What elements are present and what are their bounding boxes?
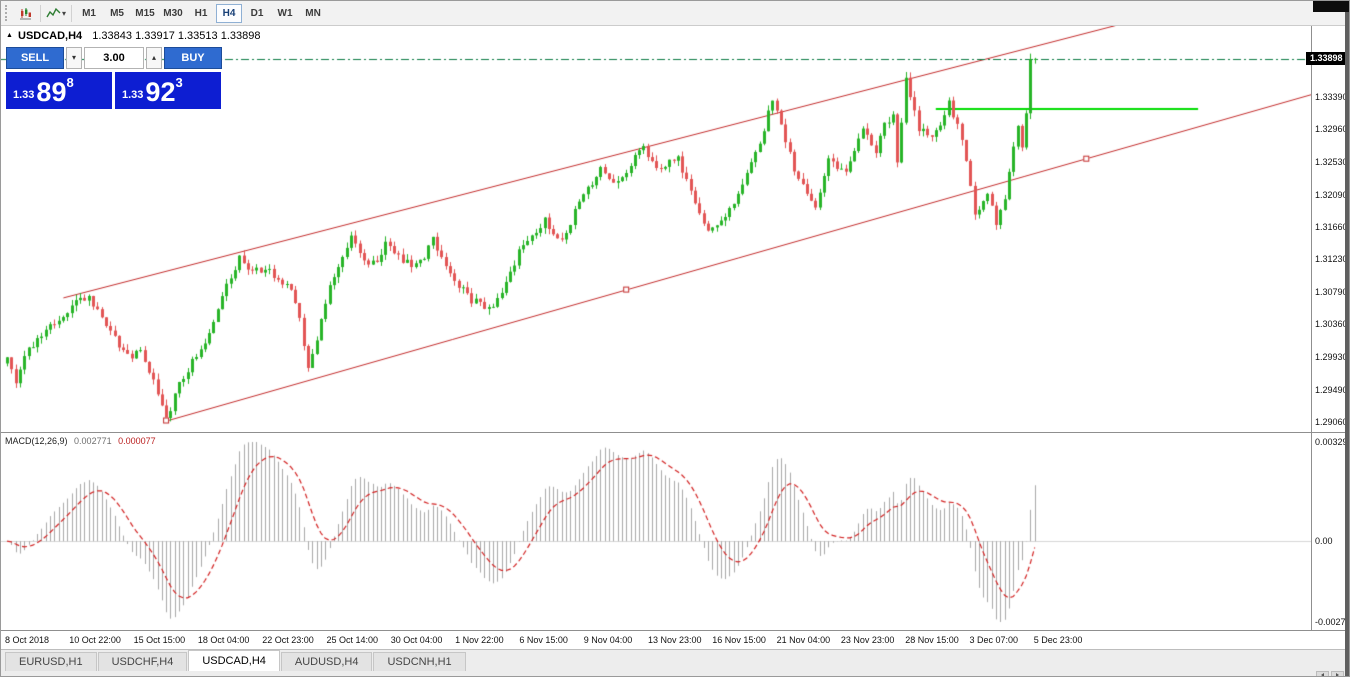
macd-axis-label: -0.002787 — [1315, 617, 1349, 627]
macd-axis-label: 0.003292 — [1315, 437, 1350, 447]
macd-name: MACD(12,26,9) — [5, 436, 68, 446]
macd-axis[interactable]: 0.003292 0.00 -0.002787 — [1311, 432, 1350, 630]
top-toolbar: ▾ M1 M5 M15 M30 H1 H4 D1 W1 MN — [1, 1, 1349, 26]
ask-main-digits: 92 — [145, 77, 176, 108]
macd-canvas[interactable] — [1, 434, 1311, 630]
price-axis-label: 1.31230 — [1315, 254, 1348, 265]
time-axis-label: 23 Nov 23:00 — [840, 635, 895, 645]
price-axis-label: 1.32090 — [1315, 189, 1348, 200]
timeframe-button-w1[interactable]: W1 — [272, 4, 298, 23]
macd-main-value: 0.002771 — [74, 436, 112, 446]
tab-usdcad-h4[interactable]: USDCAD,H4 — [188, 650, 280, 671]
timeframe-button-h4[interactable]: H4 — [216, 3, 243, 23]
indicators-icon[interactable]: ▾ — [45, 3, 67, 23]
timeframe-button-m5[interactable]: M5 — [104, 4, 130, 23]
toolbar-separator — [40, 4, 41, 22]
price-axis-label: 1.30790 — [1315, 287, 1348, 298]
bid-prefix: 1.33 — [13, 89, 35, 101]
timeframe-button-m30[interactable]: M30 — [160, 4, 186, 23]
time-axis-label: 10 Oct 22:00 — [69, 635, 121, 645]
macd-panel: MACD(12,26,9) 0.002771 0.000077 — [1, 432, 1311, 630]
timeframe-button-m1[interactable]: M1 — [76, 4, 102, 23]
one-click-trading-panel: SELL ▾ ▴ BUY 1.33 89 8 1.33 92 — [6, 47, 226, 109]
time-axis-label: 5 Dec 23:00 — [1033, 635, 1083, 645]
tab-eurusd-h1[interactable]: EURUSD,H1 — [5, 652, 97, 671]
price-axis-label: 1.29060 — [1315, 417, 1348, 427]
time-axis-label: 13 Nov 23:00 — [648, 635, 702, 645]
time-axis-label: 1 Nov 22:00 — [455, 635, 504, 645]
window-edge — [1313, 1, 1349, 12]
price-axis-label: 1.33390 — [1315, 92, 1348, 102]
ask-pip-digit: 3 — [175, 75, 183, 90]
volume-increase-button[interactable]: ▴ — [146, 47, 162, 69]
volume-decrease-button[interactable]: ▾ — [66, 47, 82, 69]
trade-controls-row: SELL ▾ ▴ BUY — [6, 47, 226, 69]
chart-symbol: USDCAD,H4 — [18, 30, 83, 42]
price-axis[interactable]: 1.33898 1.33390 1.32960 1.32530 1.32090 1.31… — [1306, 26, 1349, 432]
ask-price[interactable]: 1.33 92 3 — [115, 72, 221, 109]
time-axis-label: 21 Nov 04:00 — [776, 635, 831, 645]
quote-row: 1.33 89 8 1.33 92 3 — [6, 72, 226, 109]
bid-pip-digit: 8 — [66, 75, 74, 90]
timeframe-button-h1[interactable]: H1 — [188, 4, 214, 23]
left-arrow-icon — [1321, 672, 1324, 676]
macd-axis-label: 0.00 — [1315, 536, 1333, 547]
timeframe-button-m15[interactable]: M15 — [132, 4, 158, 23]
macd-signal-value: 0.000077 — [118, 436, 156, 446]
chart-area: ▲ USDCAD,H4 1.33843 1.33917 1.33513 1.33… — [1, 26, 1311, 432]
right-arrow-icon — [1336, 672, 1339, 676]
chart-title: ▲ USDCAD,H4 1.33843 1.33917 1.33513 1.33… — [6, 30, 260, 42]
time-axis-label: 8 Oct 2018 — [5, 635, 50, 645]
price-axis-label: 1.32960 — [1315, 124, 1348, 135]
scroll-left-button[interactable] — [1316, 671, 1329, 676]
scroll-right-button[interactable] — [1331, 671, 1344, 676]
time-axis[interactable]: 8 Oct 2018 10 Oct 22:00 15 Oct 15:00 18 Oct… — [1, 630, 1349, 649]
ask-prefix: 1.33 — [122, 89, 144, 101]
price-axis-label: 1.32530 — [1315, 156, 1348, 167]
toolbar-grip[interactable] — [5, 5, 10, 21]
time-axis-label: 6 Nov 15:00 — [519, 635, 568, 645]
price-axis-label: 1.31660 — [1315, 221, 1348, 232]
buy-button[interactable]: BUY — [164, 47, 222, 69]
current-price-tag: 1.33898 — [1306, 51, 1349, 65]
time-axis-label: 3 Dec 07:00 — [969, 635, 1019, 645]
time-axis-label: 16 Nov 15:00 — [712, 635, 766, 645]
bid-main-digits: 89 — [36, 77, 67, 108]
price-axis-label: 1.29930 — [1315, 351, 1348, 362]
price-axis-label: 1.30360 — [1315, 319, 1348, 330]
chevron-down-icon: ▾ — [71, 53, 76, 62]
new-chart-icon[interactable] — [14, 3, 36, 23]
macd-indicator-label: MACD(12,26,9) 0.002771 0.000077 — [5, 436, 156, 446]
volume-input[interactable] — [84, 47, 144, 69]
chevron-down-icon: ▾ — [62, 8, 67, 18]
window-border — [1345, 1, 1349, 676]
time-axis-label: 30 Oct 04:00 — [390, 635, 443, 645]
toolbar-separator — [71, 4, 73, 22]
timeframe-button-d1[interactable]: D1 — [244, 4, 270, 23]
bid-price[interactable]: 1.33 89 8 — [6, 72, 112, 109]
collapse-arrow-icon[interactable]: ▲ — [6, 32, 13, 39]
candlestick-glyph — [19, 7, 31, 19]
time-axis-label: 22 Oct 23:00 — [262, 635, 314, 645]
price-axis-label: 1.29490 — [1315, 384, 1348, 395]
timeframe-button-mn[interactable]: MN — [300, 4, 326, 23]
time-axis-label: 28 Nov 15:00 — [905, 635, 959, 645]
bottom-scrollbar[interactable] — [1, 671, 1349, 676]
time-axis-label: 18 Oct 04:00 — [197, 635, 250, 645]
chart-tab-bar: EURUSD,H1 USDCHF,H4 USDCAD,H4 AUDUSD,H4 USDC… — [1, 649, 1349, 671]
chevron-up-icon: ▴ — [151, 53, 156, 62]
sell-button[interactable]: SELL — [6, 47, 64, 69]
timeframe-toolbar: M1 M5 M15 M30 H1 H4 D1 W1 MN — [76, 3, 326, 23]
zigzag-glyph — [46, 7, 61, 17]
time-axis-label: 25 Oct 14:00 — [326, 635, 379, 645]
tab-usdchf-h4[interactable]: USDCHF,H4 — [97, 652, 188, 671]
time-axis-label: 9 Nov 04:00 — [583, 635, 633, 645]
tab-usdcnh-h1[interactable]: USDCNH,H1 — [373, 652, 466, 671]
time-axis-label: 15 Oct 15:00 — [133, 635, 186, 645]
chart-ohlc-values: 1.33843 1.33917 1.33513 1.33898 — [92, 30, 261, 42]
tab-audusd-h4[interactable]: AUDUSD,H4 — [280, 652, 373, 671]
